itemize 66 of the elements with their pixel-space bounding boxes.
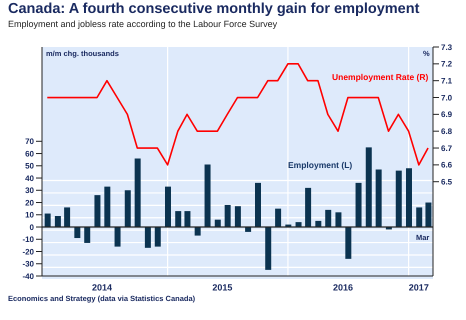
bar (366, 147, 372, 228)
y-tick-label: -30 (22, 260, 35, 269)
bar (94, 195, 100, 228)
bar (104, 186, 110, 228)
y2-tick-label: 6.5 (441, 178, 453, 187)
y-tick-label: 60 (25, 149, 35, 158)
bar (345, 227, 352, 259)
bar (44, 214, 51, 228)
bar (204, 164, 211, 228)
bar (184, 211, 190, 228)
y2-tick-label: 6.6 (441, 160, 453, 170)
bar (144, 227, 151, 248)
series-label: Unemployment Rate (R) (332, 72, 428, 82)
y-tick-label: 10 (25, 210, 35, 220)
x-tick-label: 2015 (212, 282, 232, 292)
bar (194, 227, 201, 236)
bar (356, 182, 362, 228)
bar (245, 227, 252, 232)
y-tick-label: 0 (30, 222, 35, 232)
bar (114, 227, 121, 247)
y2-tick-label: 7.0 (441, 93, 453, 102)
bar (406, 168, 412, 228)
bar (254, 182, 261, 228)
y2-tick-label: 7.1 (441, 76, 453, 86)
chart-subtitle: Employment and jobless rate according to the Labour Force Survey (8, 19, 278, 29)
bar (224, 204, 231, 228)
y2-tick-label: 6.8 (441, 127, 453, 136)
bar (416, 207, 422, 228)
y-tick-label: -20 (22, 247, 35, 256)
bar (134, 158, 141, 228)
bar (84, 227, 90, 243)
y-tick-label: -10 (22, 235, 35, 244)
bar (425, 202, 432, 228)
bar (305, 188, 312, 228)
y2-tick-label: 7.3 (441, 42, 453, 52)
bar (54, 216, 61, 228)
bar (214, 220, 221, 228)
y-tick-label: 50 (25, 162, 35, 171)
y-tick-label: 20 (25, 198, 35, 208)
y2-tick-label: 6.7 (441, 144, 453, 153)
x-tick-label: 2016 (332, 282, 354, 292)
bar (335, 212, 342, 228)
y2-tick-label: 6.9 (441, 110, 453, 120)
y-tick-label: -40 (22, 272, 35, 281)
bar (325, 210, 332, 228)
series-label: Employment (L) (288, 160, 352, 170)
y-tick-label: 70 (25, 137, 35, 146)
x-tick-label: 2017 (408, 282, 429, 292)
bar (164, 186, 171, 228)
bar (265, 227, 272, 270)
x-tick-label: 2014 (92, 282, 112, 292)
chart-title: Canada: A fourth consecutive monthly gain for employment (8, 1, 420, 17)
bar (234, 206, 241, 228)
bar (396, 170, 402, 228)
bar (376, 169, 382, 228)
y-tick-label: 30 (25, 186, 35, 196)
bar (175, 211, 182, 228)
bar (74, 227, 80, 238)
y-tick-label: 40 (25, 174, 35, 183)
bar (275, 208, 282, 228)
bar (64, 207, 70, 228)
y2-tick-label: 7.2 (441, 60, 453, 69)
bar (315, 220, 322, 228)
bar (296, 222, 302, 228)
bar (154, 227, 161, 247)
bar (124, 190, 131, 228)
